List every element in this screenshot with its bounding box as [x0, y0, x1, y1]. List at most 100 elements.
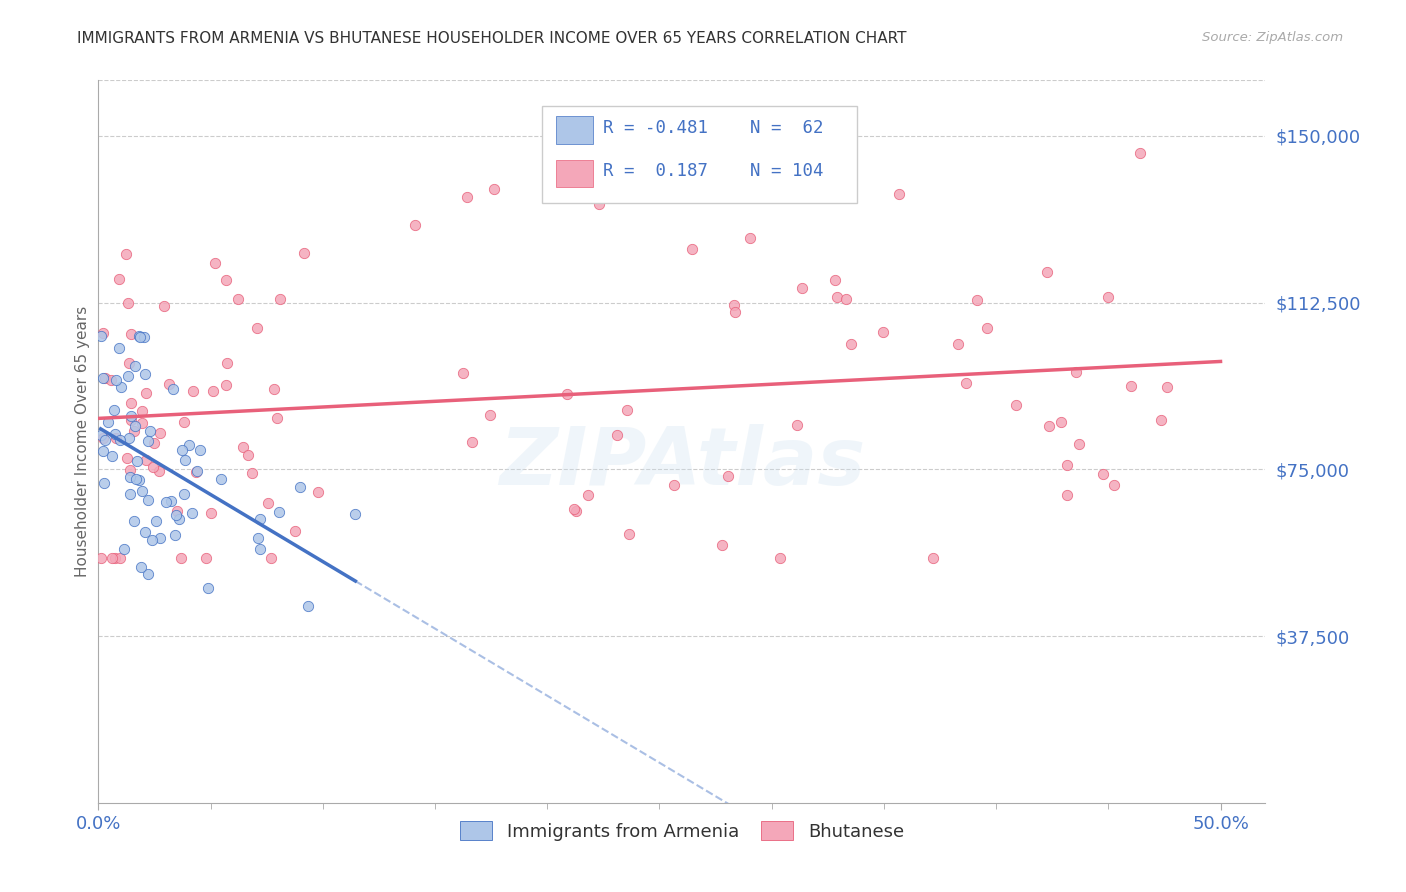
- Point: [966, 293, 988, 307]
- Point: [824, 272, 846, 286]
- Point: [134, 525, 156, 540]
- Point: [142, 459, 165, 474]
- Point: [922, 551, 945, 566]
- Point: [138, 434, 160, 449]
- Text: R = -0.481    N =  62: R = -0.481 N = 62: [603, 119, 823, 137]
- Point: [124, 514, 146, 528]
- Point: [97, 416, 120, 430]
- Point: [183, 384, 205, 399]
- Point: [94, 371, 117, 385]
- Point: [1038, 418, 1060, 433]
- Point: [479, 408, 502, 422]
- Point: [588, 197, 610, 211]
- Point: [617, 527, 640, 541]
- Point: [93, 475, 115, 490]
- Point: [1097, 290, 1119, 304]
- Point: [148, 464, 170, 478]
- Point: [162, 382, 184, 396]
- Point: [101, 551, 124, 566]
- Point: [103, 427, 125, 442]
- Point: [173, 487, 195, 501]
- Point: [249, 541, 271, 556]
- Point: [91, 444, 114, 458]
- Point: [204, 255, 226, 269]
- Point: [142, 436, 165, 450]
- Point: [174, 452, 197, 467]
- Point: [118, 356, 141, 370]
- Point: [108, 271, 131, 285]
- Point: [236, 448, 259, 462]
- Legend: Immigrants from Armenia, Bhutanese: Immigrants from Armenia, Bhutanese: [453, 814, 911, 848]
- Point: [112, 541, 135, 556]
- Point: [232, 441, 254, 455]
- Point: [149, 531, 172, 545]
- Point: [249, 511, 271, 525]
- Point: [226, 292, 249, 306]
- Point: [565, 504, 588, 518]
- Point: [118, 487, 141, 501]
- Point: [121, 326, 143, 341]
- Point: [188, 442, 211, 457]
- Point: [1121, 378, 1143, 392]
- Point: [127, 453, 149, 467]
- Y-axis label: Householder Income Over 65 years: Householder Income Over 65 years: [75, 306, 90, 577]
- Point: [887, 187, 910, 202]
- Point: [825, 290, 848, 304]
- Point: [141, 533, 163, 547]
- Point: [118, 431, 141, 445]
- Point: [451, 366, 474, 380]
- Point: [1050, 415, 1073, 429]
- Point: [115, 247, 138, 261]
- Point: [576, 488, 599, 502]
- Point: [125, 472, 148, 486]
- Point: [1149, 413, 1171, 427]
- Point: [132, 329, 155, 343]
- Point: [344, 507, 367, 521]
- Point: [90, 551, 112, 566]
- Point: [710, 538, 733, 552]
- Point: [786, 418, 808, 433]
- Point: [682, 242, 704, 256]
- Point: [562, 501, 585, 516]
- Point: [266, 411, 288, 425]
- Point: [165, 508, 187, 523]
- Point: [110, 551, 132, 566]
- Point: [159, 494, 181, 508]
- Point: [1056, 488, 1078, 502]
- Point: [120, 413, 142, 427]
- Point: [724, 305, 747, 319]
- Point: [242, 466, 264, 480]
- Point: [101, 449, 124, 463]
- Point: [139, 424, 162, 438]
- Point: [128, 330, 150, 344]
- FancyBboxPatch shape: [555, 117, 593, 144]
- Point: [555, 387, 578, 401]
- Point: [263, 382, 285, 396]
- Point: [108, 433, 131, 447]
- Point: [297, 599, 319, 613]
- Point: [131, 417, 153, 431]
- Point: [155, 495, 177, 509]
- Point: [1056, 458, 1078, 472]
- Text: ZIPAtlas: ZIPAtlas: [499, 425, 865, 502]
- Point: [872, 326, 894, 340]
- Point: [108, 341, 131, 355]
- Point: [1004, 398, 1026, 412]
- Point: [201, 384, 224, 399]
- Point: [152, 299, 174, 313]
- Point: [90, 428, 112, 442]
- Point: [200, 506, 222, 520]
- Point: [461, 434, 484, 449]
- Point: [215, 273, 238, 287]
- Point: [145, 514, 167, 528]
- Point: [186, 465, 208, 479]
- Point: [197, 582, 219, 596]
- Point: [100, 372, 122, 386]
- Point: [115, 450, 138, 465]
- Point: [117, 295, 139, 310]
- Point: [103, 402, 125, 417]
- Point: [94, 433, 117, 447]
- Point: [1036, 265, 1059, 279]
- Point: [166, 504, 188, 518]
- Point: [307, 485, 329, 500]
